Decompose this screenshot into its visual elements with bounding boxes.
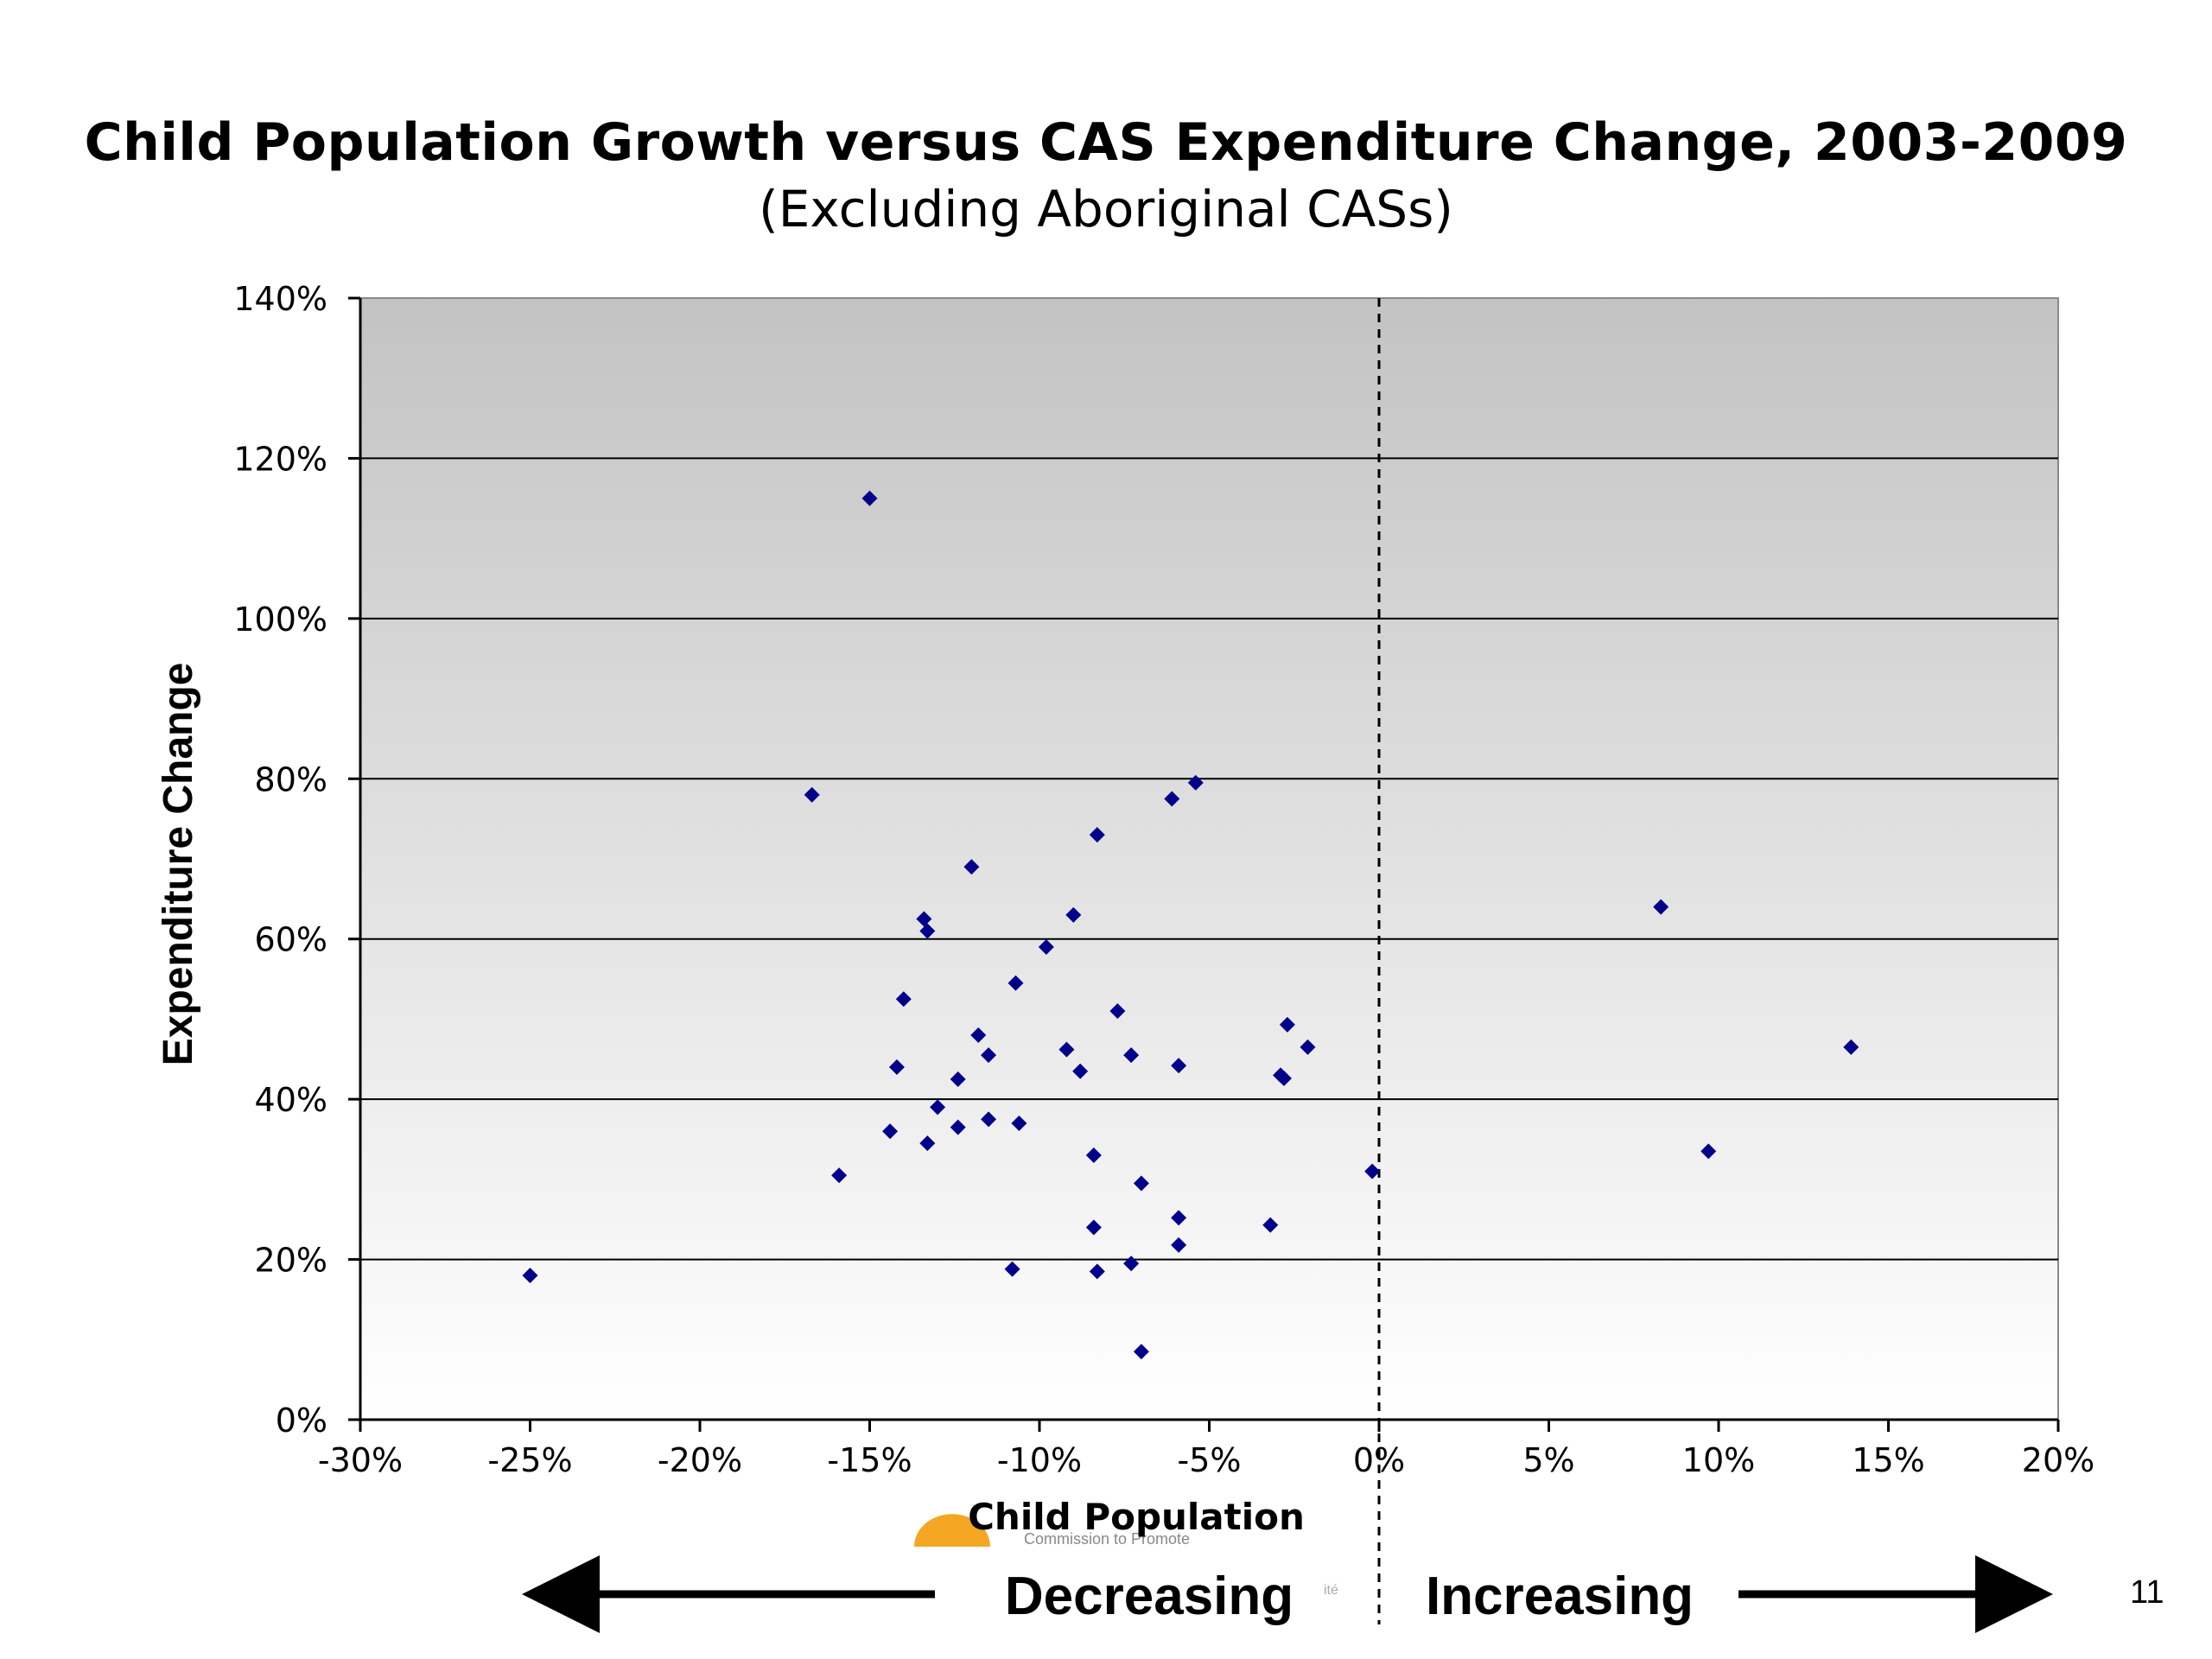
scatter-point <box>1171 1058 1187 1074</box>
scatter-point <box>861 490 878 506</box>
scatter-point <box>1011 1115 1027 1131</box>
y-tick-label: 20% <box>255 1242 327 1280</box>
x-tick-label: -15% <box>827 1441 912 1479</box>
scatter-point <box>919 1135 936 1152</box>
scatter-point <box>1085 1147 1102 1164</box>
scatter-point <box>950 1119 966 1135</box>
logo-sun-icon <box>914 1514 990 1547</box>
x-tick-label: -10% <box>997 1441 1082 1479</box>
scatter-point <box>1275 1071 1292 1087</box>
x-tick-label: 10% <box>1682 1441 1755 1479</box>
y-tick-label: 0% <box>276 1402 327 1440</box>
scatter-point <box>930 1099 946 1116</box>
logo: Commission to Promote ité <box>914 1514 1338 1598</box>
y-axis-label: Expenditure Change <box>156 663 201 1066</box>
scatter-point <box>963 859 980 875</box>
scatter-point <box>1133 1344 1149 1360</box>
scatter-point <box>895 991 912 1007</box>
x-tick-label: -20% <box>658 1441 742 1479</box>
scatter-point <box>1089 827 1105 843</box>
scatter-point <box>831 1167 848 1184</box>
x-axis-label: Child Population <box>968 1496 1305 1538</box>
chart-subtitle: (Excluding Aboriginal CASs) <box>759 180 1453 238</box>
scatter-point <box>888 1059 905 1076</box>
scatter-point <box>1171 1236 1187 1253</box>
scatter-point <box>1058 1041 1075 1058</box>
increasing-label: Increasing <box>1426 1567 1694 1626</box>
scatter-point <box>981 1047 997 1064</box>
scatter-point <box>1109 1003 1126 1020</box>
scatter-point <box>1300 1039 1316 1055</box>
scatter-point <box>1004 1261 1020 1277</box>
page-number: 11 <box>2130 1574 2164 1611</box>
scatter-point <box>916 911 932 927</box>
scatter-point <box>882 1123 899 1140</box>
x-tick-label: -30% <box>318 1441 403 1479</box>
y-tick-label: 80% <box>255 760 327 798</box>
scatter-point <box>1843 1039 1859 1055</box>
x-tick-label: 20% <box>2022 1441 2094 1479</box>
scatter-point <box>1164 791 1180 807</box>
x-tick-label: -5% <box>1178 1441 1242 1479</box>
scatter-point <box>804 786 820 803</box>
scatter-point <box>1279 1016 1295 1033</box>
scatter-point <box>950 1071 966 1087</box>
y-tick-label: 40% <box>255 1081 327 1119</box>
scatter-point <box>1123 1255 1140 1272</box>
scatter-point <box>1072 1063 1089 1079</box>
scatter-point <box>919 923 936 939</box>
scatter-point <box>1089 1263 1105 1280</box>
scatter-point <box>1171 1210 1187 1226</box>
scatter-point <box>970 1027 987 1043</box>
plot-area <box>359 297 2059 1421</box>
x-tick-label: -25% <box>487 1441 572 1479</box>
y-tick-label: 100% <box>233 601 327 639</box>
scatter-point <box>981 1111 997 1128</box>
x-tick-label: 15% <box>1852 1441 1924 1479</box>
scatter-point <box>522 1268 538 1284</box>
y-tick-label: 140% <box>233 280 327 318</box>
scatter-point <box>1038 938 1054 955</box>
x-tick-label: 0% <box>1353 1441 1405 1479</box>
y-tick-label: 120% <box>233 440 327 478</box>
y-tick-label: 60% <box>255 921 327 959</box>
scatter-point <box>1653 899 1669 915</box>
scatter-point <box>1364 1163 1381 1179</box>
logo-text: Commission to Promote <box>1024 1530 1190 1548</box>
scatter-point <box>1133 1175 1149 1192</box>
scatter-point <box>1123 1047 1140 1064</box>
scatter-point <box>1085 1219 1102 1236</box>
scatter-point <box>1007 975 1024 991</box>
scatter-point <box>1065 906 1082 923</box>
decreasing-label: Decreasing <box>1005 1567 1294 1626</box>
x-tick-label: 5% <box>1522 1441 1574 1479</box>
scatter-point <box>1262 1217 1279 1233</box>
scatter-point <box>1700 1143 1717 1160</box>
scatter-point <box>1187 774 1204 791</box>
chart-title: Child Population Growth versus CAS Expen… <box>84 112 2128 173</box>
logo-suffix: ité <box>1324 1583 1338 1598</box>
